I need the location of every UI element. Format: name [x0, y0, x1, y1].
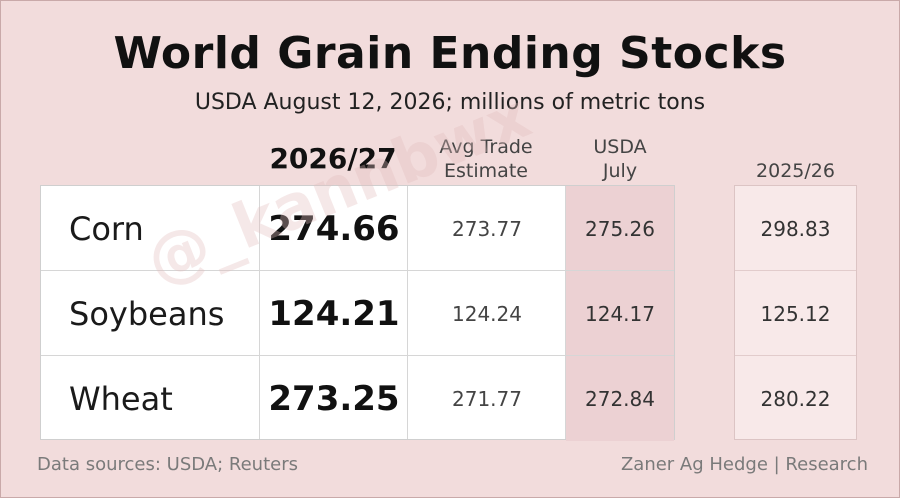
footer-credit: Zaner Ag Hedge | Research: [620, 454, 868, 475]
row-divider: [735, 270, 856, 271]
table-row-corn: Corn 274.66 273.77 275.26: [41, 186, 674, 271]
header-prev-line-1: 2025/26: [756, 160, 835, 182]
column-divider: [259, 186, 260, 439]
header-july: USDA July: [565, 135, 675, 183]
header-avg-line-2: Estimate: [444, 160, 528, 182]
header-july-line-2: July: [602, 160, 638, 182]
value-usda-july: 275.26: [566, 186, 674, 271]
value-current: 273.25: [268, 378, 400, 419]
value-current: 124.21: [268, 293, 400, 334]
header-prev: 2025/26: [734, 159, 857, 183]
table-row-soybeans: Soybeans 124.21 124.24 124.17: [41, 271, 674, 356]
column-divider: [565, 186, 566, 439]
value-current: 274.66: [268, 208, 400, 249]
table-row-soybeans-prior: 125.12: [735, 271, 856, 356]
row-label: Wheat: [69, 379, 173, 418]
row-label: Soybeans: [69, 294, 225, 333]
prior-year-table: 298.83 125.12 280.22: [734, 185, 857, 440]
header-avg: Avg Trade Estimate: [407, 135, 565, 183]
value-prior-year: 280.22: [760, 386, 831, 411]
value-prior-year: 125.12: [760, 301, 831, 326]
table-row-wheat: Wheat 273.25 271.77 272.84: [41, 356, 674, 441]
value-prior-year: 298.83: [760, 216, 831, 241]
chart-subtitle: USDA August 12, 2026; millions of metric…: [194, 90, 706, 115]
row-divider: [735, 355, 856, 356]
value-usda-july: 124.17: [566, 271, 674, 356]
row-label: Corn: [69, 209, 144, 248]
header-july-line-1: USDA: [593, 136, 647, 158]
column-divider: [407, 186, 408, 439]
header-current-line-1: 2026/27: [269, 142, 397, 175]
footer-sources: Data sources: USDA; Reuters: [37, 454, 298, 475]
chart-title: World Grain Ending Stocks: [113, 28, 787, 79]
value-avg-estimate: 271.77: [452, 386, 522, 411]
row-divider: [41, 270, 674, 271]
value-avg-estimate: 124.24: [452, 301, 522, 326]
table-row-corn-prior: 298.83: [735, 186, 856, 271]
value-avg-estimate: 273.77: [452, 216, 522, 241]
header-avg-line-1: Avg Trade: [439, 136, 533, 158]
main-table: Corn 274.66 273.77 275.26 Soybeans 124.2…: [40, 185, 675, 441]
header-current: 2026/27: [259, 143, 407, 175]
row-divider: [41, 355, 674, 356]
value-usda-july: 272.84: [566, 356, 674, 441]
table-row-wheat-prior: 280.22: [735, 356, 856, 441]
